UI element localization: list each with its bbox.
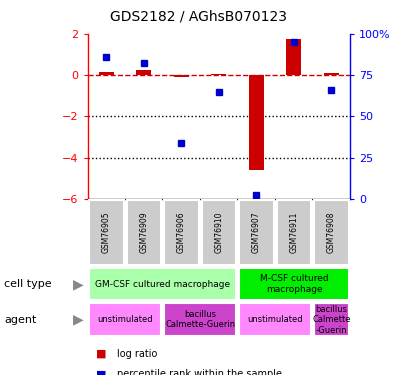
Text: GDS2182 / AGhsB070123: GDS2182 / AGhsB070123 [111,9,287,23]
Bar [314,303,349,336]
Text: GSM76911: GSM76911 [289,212,298,253]
Bar [239,200,274,265]
Bar [164,200,199,265]
Text: GM-CSF cultured macrophage: GM-CSF cultured macrophage [95,280,230,289]
Text: ▶: ▶ [73,313,84,327]
Text: ■: ■ [96,349,106,359]
Bar [249,75,264,170]
Bar [174,75,189,76]
Bar [211,74,226,75]
Bar [89,200,124,265]
Bar [202,200,236,265]
Text: GSM76908: GSM76908 [327,212,336,253]
Text: GSM76909: GSM76909 [139,211,148,254]
Text: percentile rank within the sample: percentile rank within the sample [117,369,283,375]
Text: ■: ■ [96,369,106,375]
Text: log ratio: log ratio [117,349,158,359]
Text: GSM76905: GSM76905 [102,211,111,254]
Text: bacillus
Calmette-Guerin: bacillus Calmette-Guerin [165,310,235,329]
Text: ▶: ▶ [73,277,84,291]
Bar [137,70,151,75]
Text: bacillus
Calmette
-Guerin: bacillus Calmette -Guerin [312,305,351,334]
Bar [324,72,339,75]
Bar [314,200,349,265]
Text: GSM76907: GSM76907 [252,211,261,254]
Bar [127,200,161,265]
Text: GSM76906: GSM76906 [177,211,186,254]
Text: M-CSF cultured
macrophage: M-CSF cultured macrophage [259,274,328,294]
Bar [89,268,236,300]
Bar [89,303,161,336]
Text: cell type: cell type [4,279,52,289]
Bar [164,303,236,336]
Bar [99,72,114,75]
Text: unstimulated: unstimulated [248,315,303,324]
Bar [287,39,301,75]
Bar [239,303,311,336]
Text: unstimulated: unstimulated [97,315,153,324]
Bar [277,200,311,265]
Text: agent: agent [4,315,36,325]
Text: GSM76910: GSM76910 [215,212,223,253]
Bar [239,268,349,300]
